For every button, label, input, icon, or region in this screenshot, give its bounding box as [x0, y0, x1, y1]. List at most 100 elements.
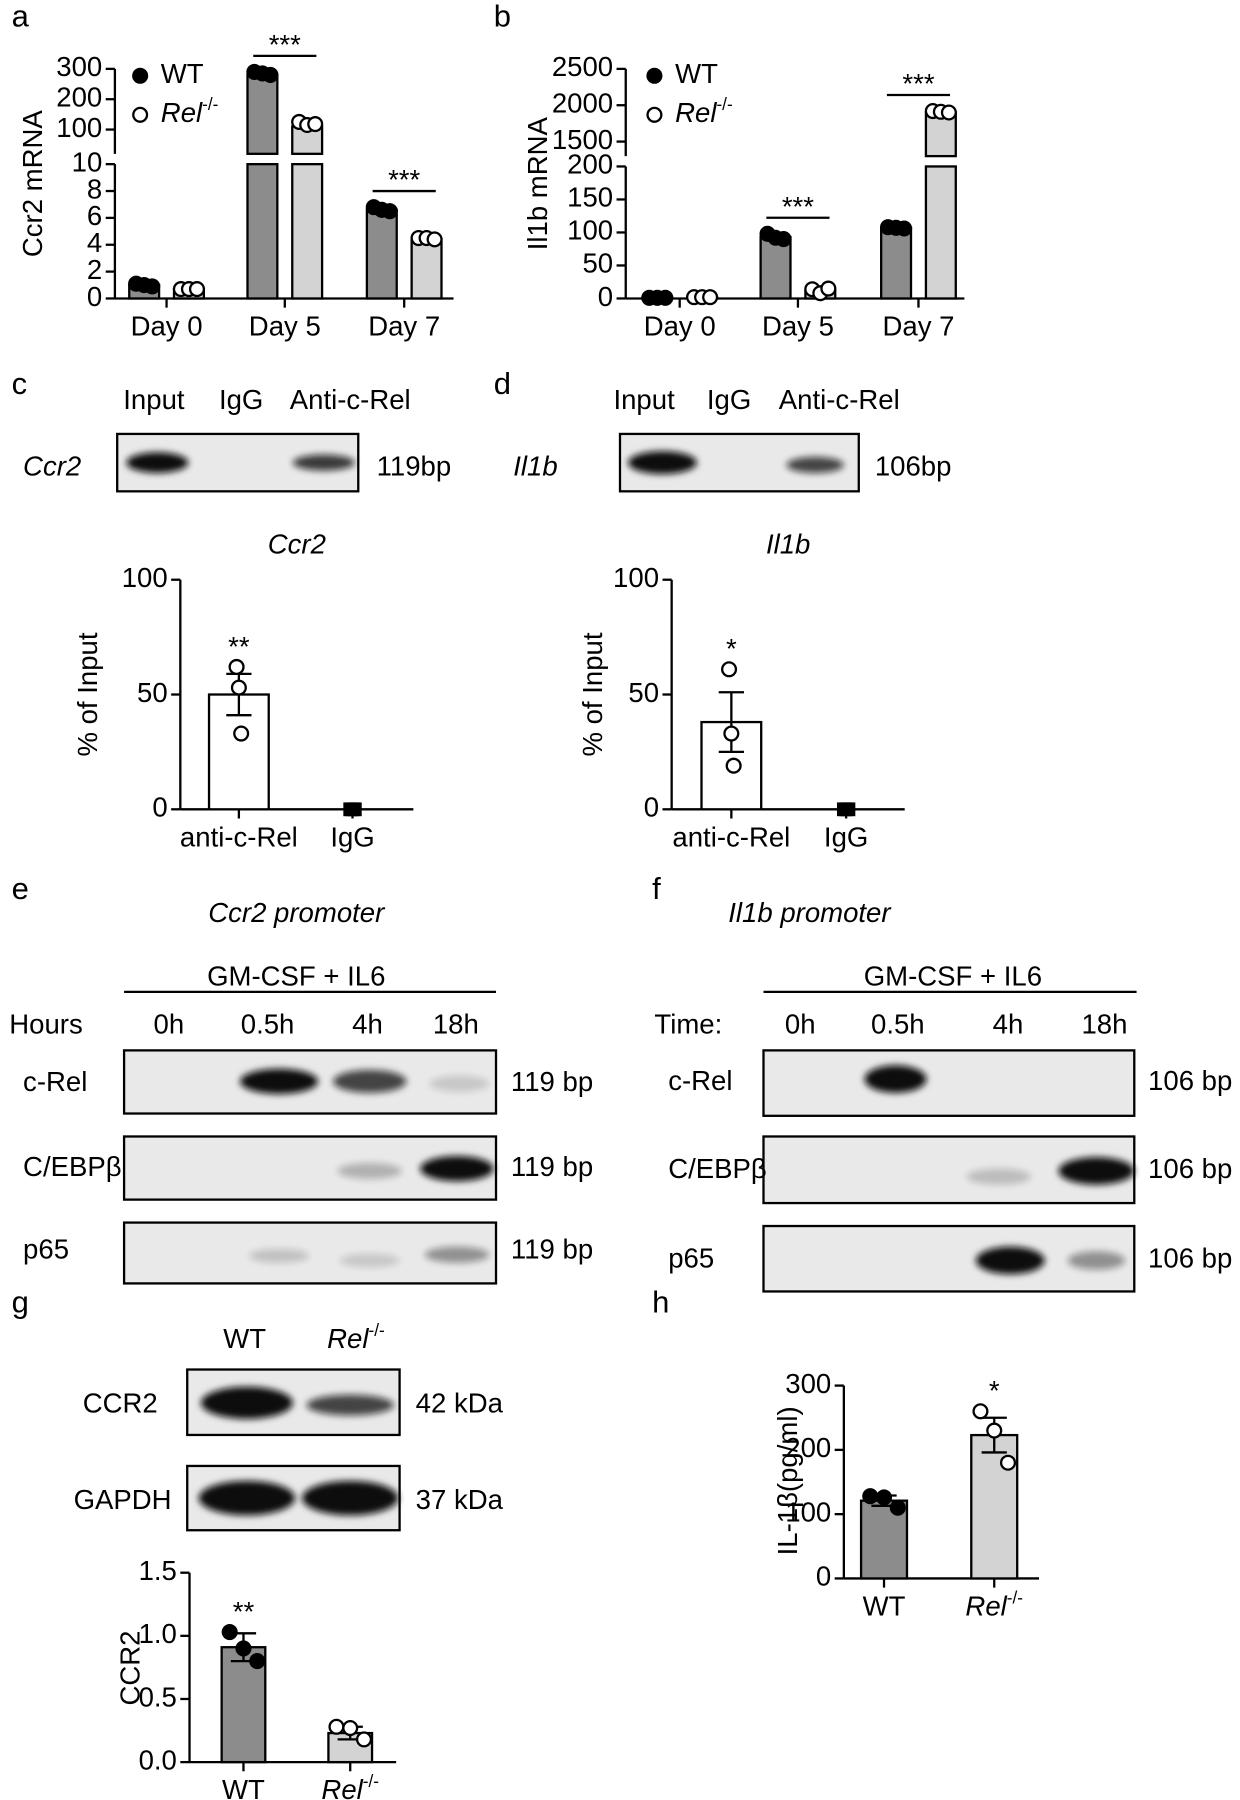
lane-label: 0h [785, 1009, 816, 1040]
lane-label: Rel-/- [327, 1319, 385, 1354]
point [328, 1718, 345, 1735]
y-tick-label: 8 [87, 173, 102, 204]
band [200, 1386, 293, 1419]
lane-label: Anti-c-Rel [290, 384, 411, 415]
panel-label: h [652, 1284, 669, 1319]
point [721, 661, 738, 678]
label-sup: -/- [1007, 1587, 1023, 1607]
lane-label: 4h [993, 1009, 1024, 1040]
band [975, 1246, 1045, 1275]
point [307, 116, 324, 133]
point [657, 289, 674, 306]
bar [759, 235, 792, 300]
significance-label: *** [902, 68, 934, 99]
y-tick-label: 2 [87, 254, 102, 285]
y-tick-label: 100 [613, 562, 659, 593]
y-tick-label: 0 [152, 792, 167, 823]
y-tick-label: 1500 [552, 124, 613, 155]
x-tick-label: Day 0 [644, 311, 716, 342]
y-tick-label: 0 [598, 281, 613, 312]
point [940, 104, 957, 121]
size-label: 106 bp [1148, 1243, 1232, 1274]
point [262, 66, 279, 83]
gel-box [762, 1049, 1136, 1117]
band [337, 1162, 402, 1179]
treatment: GM-CSF + IL6 [207, 960, 385, 991]
lane-label: Input [613, 384, 675, 415]
point [841, 802, 856, 817]
lane-label: 0h [154, 1009, 185, 1040]
point [723, 725, 740, 742]
y-tick-label: 50 [582, 248, 613, 279]
band [198, 1480, 296, 1516]
gel-d: Input IgG Anti-c-Rel Il1b 106bp [513, 384, 951, 493]
label-text: Rel [161, 97, 203, 128]
x-tick-label: IgG [824, 821, 868, 852]
row-label: Ccr2 [23, 451, 81, 482]
y-tick-label: 100 [122, 562, 168, 593]
row-label: C/EBPβ [23, 1151, 122, 1182]
y-tick-label: 200 [56, 81, 102, 112]
band [126, 452, 189, 473]
x-tick-label: Day 7 [368, 311, 440, 342]
y-tick-label: 50 [628, 677, 659, 708]
y-tick-label: 2500 [552, 51, 613, 82]
label-text: Rel [321, 1774, 363, 1800]
bar [880, 226, 913, 300]
label-sup: -/- [202, 93, 218, 113]
row-label: p65 [23, 1234, 69, 1265]
x-tick-label: anti-c-Rel [672, 821, 790, 852]
label-text: Rel [965, 1591, 1007, 1622]
band [292, 454, 355, 471]
point [188, 281, 206, 298]
bar [246, 73, 279, 155]
x-tick-label: Day 7 [882, 311, 954, 342]
point [775, 231, 792, 248]
point [347, 802, 362, 817]
bar [365, 208, 398, 300]
point [144, 278, 161, 295]
panel-label: g [12, 1284, 29, 1319]
point [875, 1489, 893, 1506]
point [342, 1719, 359, 1737]
band [424, 1246, 490, 1263]
row-label: Il1b [513, 451, 557, 482]
band [864, 1065, 927, 1093]
band [333, 1069, 407, 1093]
y-tick-label: 200 [567, 149, 613, 180]
column-header: Time: [654, 1009, 722, 1040]
legend-label: Rel-/- [675, 93, 733, 128]
y-tick-label: 300 [56, 51, 102, 82]
lane-label: Input [123, 384, 185, 415]
size-label: 119 bp [511, 1234, 593, 1265]
lane-label: 4h [352, 1009, 383, 1040]
significance-label: *** [269, 29, 301, 60]
lane-label: Anti-c-Rel [779, 384, 900, 415]
y-tick-label: 0.5 [139, 1681, 177, 1712]
y-axis-label: IL-1β(pg/ml) [772, 1406, 803, 1555]
label-text: Rel [675, 97, 717, 128]
y-tick-label: 150 [567, 182, 613, 213]
band [966, 1168, 1031, 1185]
point [381, 203, 398, 220]
size-label: 119bp [377, 451, 452, 482]
point [132, 106, 149, 123]
y-tick-label: 100 [785, 1496, 831, 1527]
y-axis-label: Il1b mRNA [522, 116, 553, 250]
x-tick-label: Day 0 [131, 311, 203, 342]
point [725, 757, 742, 774]
y-tick-label: 100 [567, 215, 613, 246]
y-tick-label: 0 [816, 1561, 831, 1592]
y-axis-label: Ccr2 mRNA [17, 110, 48, 258]
size-label: 119 bp [511, 1066, 593, 1097]
point [132, 67, 149, 84]
point [221, 1624, 238, 1641]
point [230, 679, 247, 696]
y-tick-label: 100 [56, 112, 102, 143]
row-label: c-Rel [23, 1066, 87, 1097]
y-axis-label: % of Input [72, 632, 103, 756]
lane-label: 0.5h [871, 1009, 925, 1040]
y-tick-label: 1.5 [139, 1555, 177, 1586]
band [429, 1075, 490, 1092]
